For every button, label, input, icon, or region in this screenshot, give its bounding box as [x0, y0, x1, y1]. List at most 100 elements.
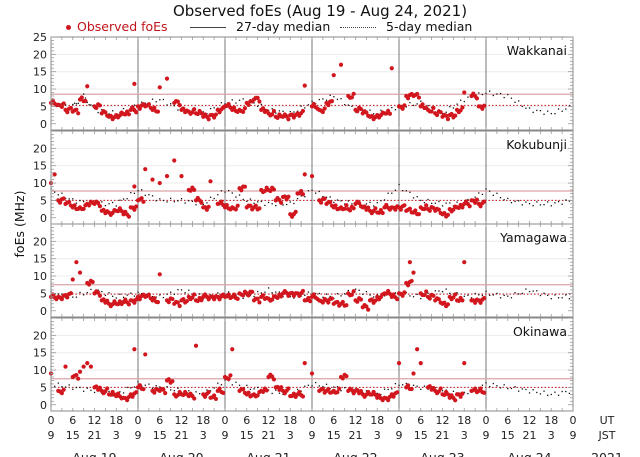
- median-5day-point: [550, 205, 552, 207]
- median-5day-point: [492, 294, 494, 296]
- median-5day-point: [340, 200, 342, 202]
- median-5day-point: [72, 103, 74, 106]
- observed-point: [193, 343, 199, 348]
- x-tick-label-jst: 3: [113, 429, 120, 442]
- median-5day-point: [438, 290, 440, 292]
- observed-point: [63, 364, 68, 369]
- median-5day-point: [554, 202, 556, 204]
- median-5day-point: [68, 198, 70, 200]
- median-5day-point: [213, 387, 215, 389]
- median-5day-point: [427, 104, 429, 107]
- median-5day-point: [568, 200, 571, 202]
- median-5day-point: [83, 200, 85, 203]
- median-5day-point: [565, 390, 567, 393]
- observed-point: [139, 196, 144, 201]
- observed-point: [329, 296, 335, 301]
- observed-point: [132, 300, 137, 305]
- median-5day-point: [398, 183, 400, 186]
- median-5day-point: [217, 292, 219, 294]
- median-5day-point: [191, 200, 194, 203]
- observed-point: [219, 199, 224, 204]
- observed-point: [166, 377, 171, 382]
- observed-point: [213, 112, 219, 117]
- median-5day-point: [126, 386, 128, 389]
- x-tick-label-jst: 9: [48, 429, 55, 442]
- observed-point: [444, 113, 449, 118]
- median-5day-point: [83, 390, 85, 392]
- observed-point: [478, 204, 483, 209]
- jst-label: JST: [598, 429, 616, 442]
- median-5day-point: [496, 292, 498, 295]
- median-5day-point: [514, 200, 516, 203]
- observed-point: [59, 297, 64, 302]
- median-5day-point: [75, 202, 78, 204]
- median-5day-point: [271, 392, 273, 395]
- observed-point: [415, 91, 420, 97]
- x-tick-label-ut: 18: [370, 414, 384, 427]
- median-5day-point: [423, 385, 426, 387]
- observed-point: [420, 102, 425, 107]
- x-tick-label-ut: 0: [483, 414, 490, 427]
- median-5day-point: [394, 382, 397, 385]
- observed-point: [224, 202, 229, 208]
- median-5day-point: [420, 100, 422, 102]
- observed-point: [373, 298, 378, 303]
- median-5day-point: [557, 297, 560, 299]
- median-5day-point: [344, 293, 346, 295]
- y-tick-label: 15: [33, 66, 47, 79]
- median-5day-point: [72, 198, 74, 200]
- median-5day-point: [514, 292, 516, 294]
- median-5day-point: [456, 201, 458, 203]
- x-tick-label-jst: 15: [240, 429, 254, 442]
- median-5day-point: [380, 199, 382, 202]
- observed-point: [96, 200, 101, 206]
- median-5day-point: [101, 201, 103, 203]
- median-5day-point: [257, 386, 259, 389]
- median-5day-point: [304, 294, 306, 296]
- observed-point: [255, 95, 260, 100]
- observed-point: [85, 361, 90, 366]
- observed-point: [387, 111, 393, 116]
- observed-point: [338, 62, 344, 67]
- median-5day-point: [445, 288, 447, 290]
- x-tick-label-ut: 0: [396, 414, 403, 427]
- observed-point: [65, 110, 70, 115]
- median-5day-point: [507, 197, 509, 200]
- observed-point: [264, 388, 269, 393]
- legend-27day-label: 27-day median: [236, 19, 331, 34]
- x-tick-label-jst: 3: [461, 429, 468, 442]
- median-5day-point: [460, 99, 462, 101]
- median-5day-point: [112, 110, 114, 112]
- median-5day-point: [264, 108, 266, 111]
- observed-point: [320, 386, 325, 392]
- observed-point: [349, 387, 354, 393]
- observed-point: [248, 203, 253, 208]
- median-5day-point: [427, 292, 429, 294]
- observed-point: [460, 391, 465, 396]
- observed-point: [362, 204, 367, 209]
- observed-point: [387, 291, 393, 296]
- observed-point: [230, 347, 235, 352]
- median-5day-point: [489, 90, 491, 92]
- median-5day-point: [336, 386, 339, 388]
- median-5day-point: [242, 297, 244, 300]
- median-5day-point: [543, 390, 545, 392]
- x-tick-label-ut: 12: [175, 414, 189, 427]
- observed-point: [364, 304, 369, 309]
- median-5day-point: [565, 294, 567, 296]
- median-5day-point: [220, 190, 223, 192]
- observed-point: [97, 204, 103, 209]
- observed-point: [308, 299, 313, 304]
- x-tick-label-jst: 15: [153, 429, 167, 442]
- median-5day-point: [177, 109, 179, 111]
- median-5day-point: [199, 392, 201, 395]
- observed-point: [212, 393, 217, 398]
- observed-point: [405, 383, 411, 388]
- observed-point: [355, 299, 360, 304]
- median-5day-point: [260, 103, 262, 106]
- median-5day-point: [315, 192, 317, 194]
- median-5day-point: [550, 393, 552, 396]
- median-5day-point: [166, 104, 168, 106]
- median-5day-point: [557, 200, 560, 203]
- observed-point: [192, 396, 197, 401]
